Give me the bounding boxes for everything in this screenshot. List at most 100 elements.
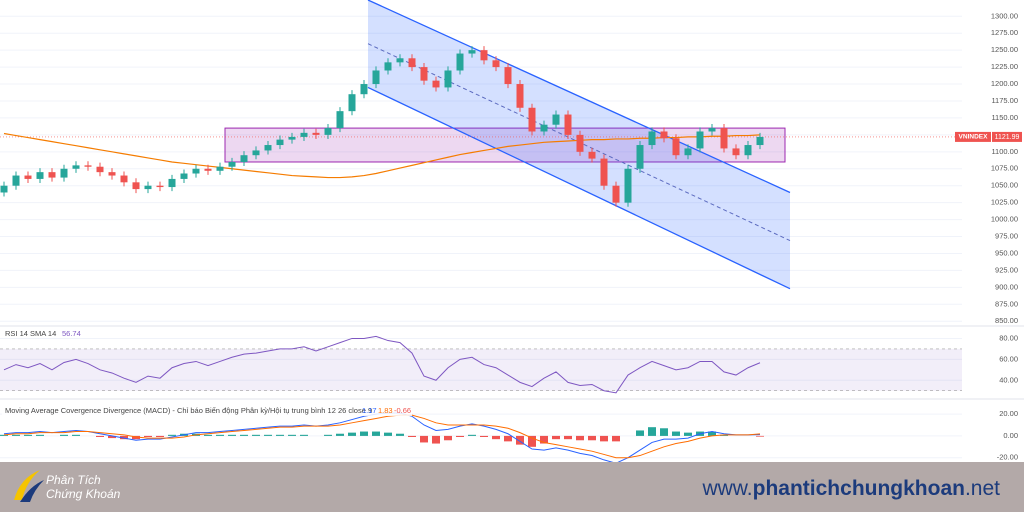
- macd-histogram-bar: [156, 435, 164, 437]
- candle-body: [0, 185, 8, 193]
- candle-body: [648, 131, 656, 146]
- macd-histogram-bar: [444, 435, 452, 441]
- candle-body: [588, 151, 596, 159]
- macd-histogram-bar: [0, 434, 8, 436]
- macd-histogram-bar: [672, 431, 680, 436]
- macd-histogram-bar: [372, 431, 380, 436]
- macd-histogram-bar: [36, 434, 44, 436]
- macd-histogram-bar: [96, 435, 104, 437]
- macd-histogram-bar: [456, 435, 464, 437]
- macd-histogram-bar: [396, 433, 404, 436]
- candle-body: [288, 136, 296, 140]
- macd-histogram-bar: [324, 434, 332, 436]
- candle-body: [60, 168, 68, 178]
- rsi-line: [3, 335, 761, 394]
- symbol-label: VNINDEX: [959, 134, 989, 141]
- candle-body: [408, 58, 416, 68]
- macd-histogram-bar: [300, 434, 308, 436]
- candle-body: [36, 172, 44, 179]
- macd-histogram-bar: [492, 435, 500, 440]
- macd-histogram-bar: [24, 434, 32, 436]
- macd-title-backdrop: [2, 406, 412, 416]
- candle-body: [612, 185, 620, 203]
- y-tick-label: 1300.00: [991, 11, 1018, 20]
- candle-body: [492, 60, 500, 68]
- candle-body: [396, 58, 404, 63]
- candle-body: [168, 178, 176, 188]
- macd-histogram-bar: [216, 434, 224, 436]
- chart-layer: 850.00 875.00 900.00 925.00 950.00 975.00 1000…: [0, 0, 1022, 464]
- candle-body: [444, 70, 452, 88]
- candle-body: [576, 134, 584, 152]
- macd-histogram-bar: [252, 434, 260, 436]
- candle-body: [252, 150, 260, 156]
- y-tick-label: 40.00: [999, 375, 1018, 384]
- candle-body: [348, 94, 356, 112]
- macd-histogram-bar: [348, 432, 356, 436]
- candle-body: [516, 84, 524, 108]
- macd-histogram-bar: [648, 427, 656, 436]
- channel-upper: [367, 0, 791, 194]
- candle-body: [684, 148, 692, 156]
- macd-histogram-bar: [60, 434, 68, 436]
- macd-histogram-bar: [228, 434, 236, 436]
- candle-body: [600, 158, 608, 186]
- logo-icon: [14, 470, 44, 502]
- price-badge: [992, 131, 1022, 142]
- candle-body: [324, 128, 332, 135]
- macd-histogram-bar: [636, 430, 644, 436]
- candle-body: [732, 148, 740, 156]
- macd-histogram-bar: [276, 434, 284, 436]
- candle-body: [708, 128, 716, 132]
- y-tick-label: 975.00: [995, 232, 1018, 241]
- macd-histogram-bar: [288, 434, 296, 436]
- macd-histogram-bar: [528, 435, 536, 447]
- signal-line: [3, 414, 761, 459]
- macd-histogram-bar: [576, 435, 584, 441]
- y-tick-label: 1075.00: [991, 164, 1018, 173]
- candle-body: [636, 145, 644, 169]
- candle-body: [660, 131, 668, 139]
- y-tick-label: 0.00: [1003, 431, 1018, 440]
- candle-body: [192, 168, 200, 174]
- macd-histogram-bar: [600, 435, 608, 442]
- macd-histogram-bar: [756, 435, 764, 437]
- histogram-value: -0.66: [394, 406, 411, 415]
- candle-body: [12, 175, 20, 186]
- chart-background: [0, 0, 1024, 462]
- url-part: phantichchungkhoan: [753, 477, 965, 500]
- candle-body: [228, 161, 236, 167]
- candle-body: [144, 185, 152, 190]
- candle-body: [720, 128, 728, 149]
- candle-body: [120, 175, 128, 183]
- rsi-title: RSI 14 SMA 14: [5, 329, 56, 338]
- website-url: www.phantichchungkhoan.net: [701, 477, 1000, 500]
- macd-value: 1.17: [362, 406, 377, 415]
- brand-line: Chứng Khoán: [46, 487, 121, 501]
- y-tick-label: 850.00: [995, 316, 1018, 325]
- candle-body: [432, 80, 440, 88]
- candle-body: [564, 114, 572, 135]
- macd-histogram-bar: [204, 434, 212, 436]
- macd-histogram-bar: [120, 435, 128, 440]
- y-tick-label: 1250.00: [991, 45, 1018, 54]
- macd-histogram-bar: [72, 434, 80, 436]
- macd-histogram-bar: [420, 435, 428, 443]
- candle-body: [420, 67, 428, 81]
- macd-histogram-bar: [12, 434, 20, 436]
- y-tick-label: 1150.00: [991, 113, 1018, 122]
- footer-bar: [0, 462, 1024, 512]
- candle-body: [384, 62, 392, 71]
- y-tick-label: 1225.00: [991, 62, 1018, 71]
- url-part: www.: [701, 477, 752, 500]
- macd-histogram-bar: [132, 435, 140, 440]
- symbol-badge: [955, 131, 991, 142]
- candle-body: [156, 185, 164, 188]
- macd-histogram-bar: [612, 435, 620, 442]
- macd-histogram-bar: [708, 431, 716, 436]
- macd-histogram-bar: [564, 435, 572, 440]
- macd-title: Moving Average Covergence Divergence (MA…: [5, 406, 372, 415]
- y-tick-label: 950.00: [995, 248, 1018, 257]
- logo-swoosh: [14, 470, 40, 500]
- candle-body: [552, 114, 560, 125]
